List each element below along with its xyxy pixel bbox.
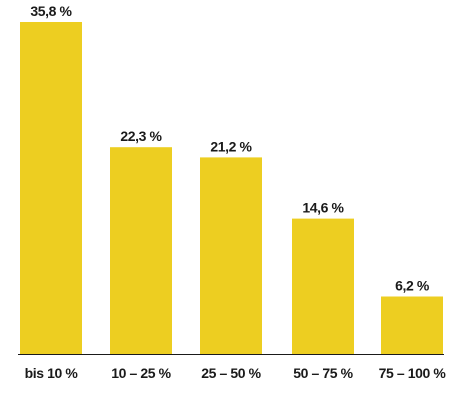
bar <box>110 147 172 354</box>
category-label: 75 – 100 % <box>379 365 447 381</box>
category-label: 25 – 50 % <box>201 365 261 381</box>
bar-value-label: 6,2 % <box>395 278 430 294</box>
bar-value-label: 35,8 % <box>30 3 72 19</box>
category-label: 10 – 25 % <box>111 365 171 381</box>
bar <box>200 157 262 354</box>
bar <box>381 296 443 354</box>
category-label: 50 – 75 % <box>293 365 353 381</box>
bars-group <box>20 22 443 354</box>
value-labels-group: 35,8 % 22,3 % 21,2 % 14,6 % 6,2 % <box>30 3 430 294</box>
bar-value-label: 14,6 % <box>302 200 344 216</box>
category-labels-group: bis 10 % 10 – 25 % 25 – 50 % 50 – 75 % 75 – … <box>25 365 447 381</box>
bar <box>292 218 354 354</box>
bar <box>20 22 82 354</box>
category-label: bis 10 % <box>25 365 79 381</box>
bar-value-label: 22,3 % <box>120 128 162 144</box>
bar-value-label: 21,2 % <box>210 138 252 154</box>
